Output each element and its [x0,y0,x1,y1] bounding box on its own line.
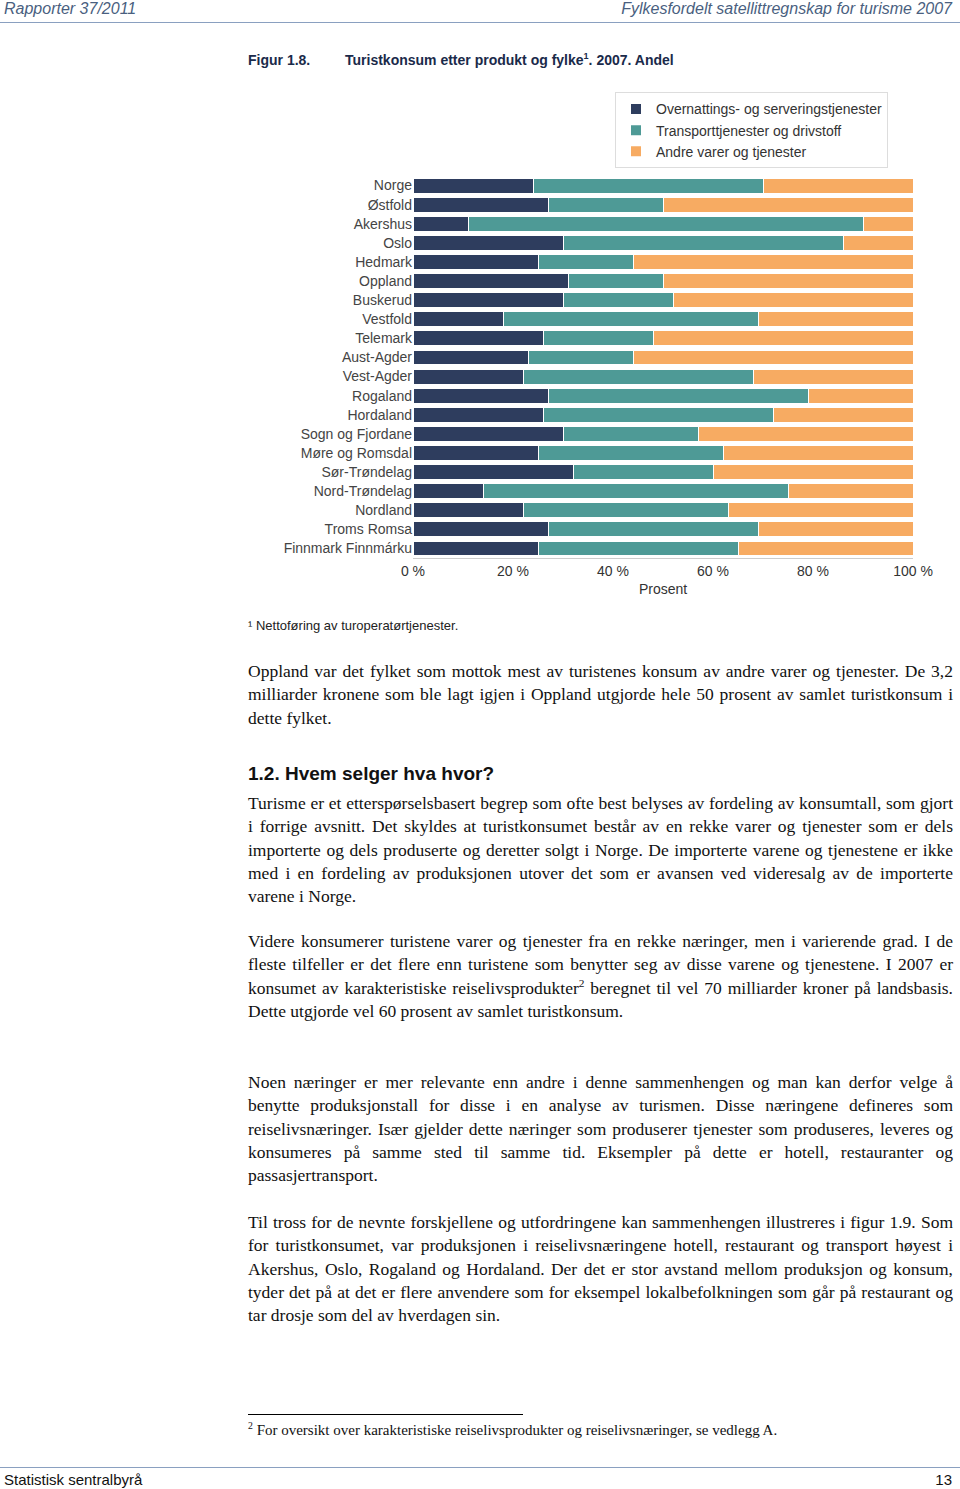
html-text:Statistisk sentralbyrå: Statistisk sentralbyrå [4,1471,143,1488]
svg-text:60 %: 60 % [697,563,729,579]
svg-text:Nord-Trøndelag: Nord-Trøndelag [314,483,412,499]
svg-text:0 %: 0 % [401,563,425,579]
svg-text:80 %: 80 % [797,563,829,579]
svg-text:Andre varer og tjenester: Andre varer og tjenester [656,144,807,160]
html-text:Oppland var det fylket som mot: Oppland var det fylket som mottok mest a… [248,661,953,728]
svg-text:Sogn og Fjordane: Sogn og Fjordane [301,426,413,442]
svg-text:Oslo: Oslo [383,235,412,251]
html-text:Rapporter 37/2011: Rapporter 37/2011 [4,0,137,17]
svg-text:Nordland: Nordland [355,502,412,518]
svg-text:Hordaland: Hordaland [347,407,412,423]
html-text:Videre konsumerer turistene va: Videre konsumerer turistene varer og tje… [248,931,953,1021]
html-text:Figur 1.8.: Figur 1.8. [248,52,311,68]
svg-text:Vest-Agder: Vest-Agder [343,368,413,384]
svg-text:Overnattings- og serveringstje: Overnattings- og serveringstjenester [656,101,882,117]
svg-text:Østfold: Østfold [368,197,412,213]
html-text:2For oversikt over karakterist: 2For oversikt over karakteristiske reise… [248,1420,778,1438]
svg-text:Møre og Romsdal: Møre og Romsdal [301,445,412,461]
svg-text:Buskerud: Buskerud [353,292,412,308]
svg-text:Troms Romsa: Troms Romsa [325,521,413,537]
html-text:¹ Nettoføring av turoperatørtj: ¹ Nettoføring av turoperatørtjenester. [248,618,459,633]
svg-text:20 %: 20 % [497,563,529,579]
html-text:Noen næringer er mer relevante: Noen næringer er mer relevante enn andre… [248,1072,953,1186]
svg-text:Hedmark: Hedmark [355,254,413,270]
html-text:Turisme er et etterspørselsbas: Turisme er et etterspørselsbasert begrep… [248,793,953,907]
svg-text:Rogaland: Rogaland [352,388,412,404]
html-text:Turistkonsum etter produkt og: Turistkonsum etter produkt og fylke1. 20… [345,51,674,68]
svg-text:Aust-Agder: Aust-Agder [342,349,412,365]
html-text:Fylkesfordelt satellittregnska: Fylkesfordelt satellittregnskap for turi… [621,0,952,17]
svg-text:Vestfold: Vestfold [362,311,412,327]
svg-text:Prosent: Prosent [639,581,687,597]
svg-text:Norge: Norge [374,177,412,193]
html-text:13: 13 [935,1471,952,1488]
html-text:1.2. Hvem selger hva hvor?: 1.2. Hvem selger hva hvor? [248,763,495,784]
svg-text:Sør-Trøndelag: Sør-Trøndelag [321,464,412,480]
svg-text:Oppland: Oppland [359,273,412,289]
svg-text:Telemark: Telemark [355,330,413,346]
svg-text:40 %: 40 % [597,563,629,579]
svg-text:Akershus: Akershus [354,216,412,232]
html-text:Til tross for de nevnte forskj: Til tross for de nevnte forskjellene og … [248,1212,953,1326]
svg-text:100 %: 100 % [893,563,933,579]
svg-text:Finnmark Finnmárku: Finnmark Finnmárku [284,540,412,556]
svg-text:Transporttjenester og drivstof: Transporttjenester og drivstoff [656,123,841,139]
